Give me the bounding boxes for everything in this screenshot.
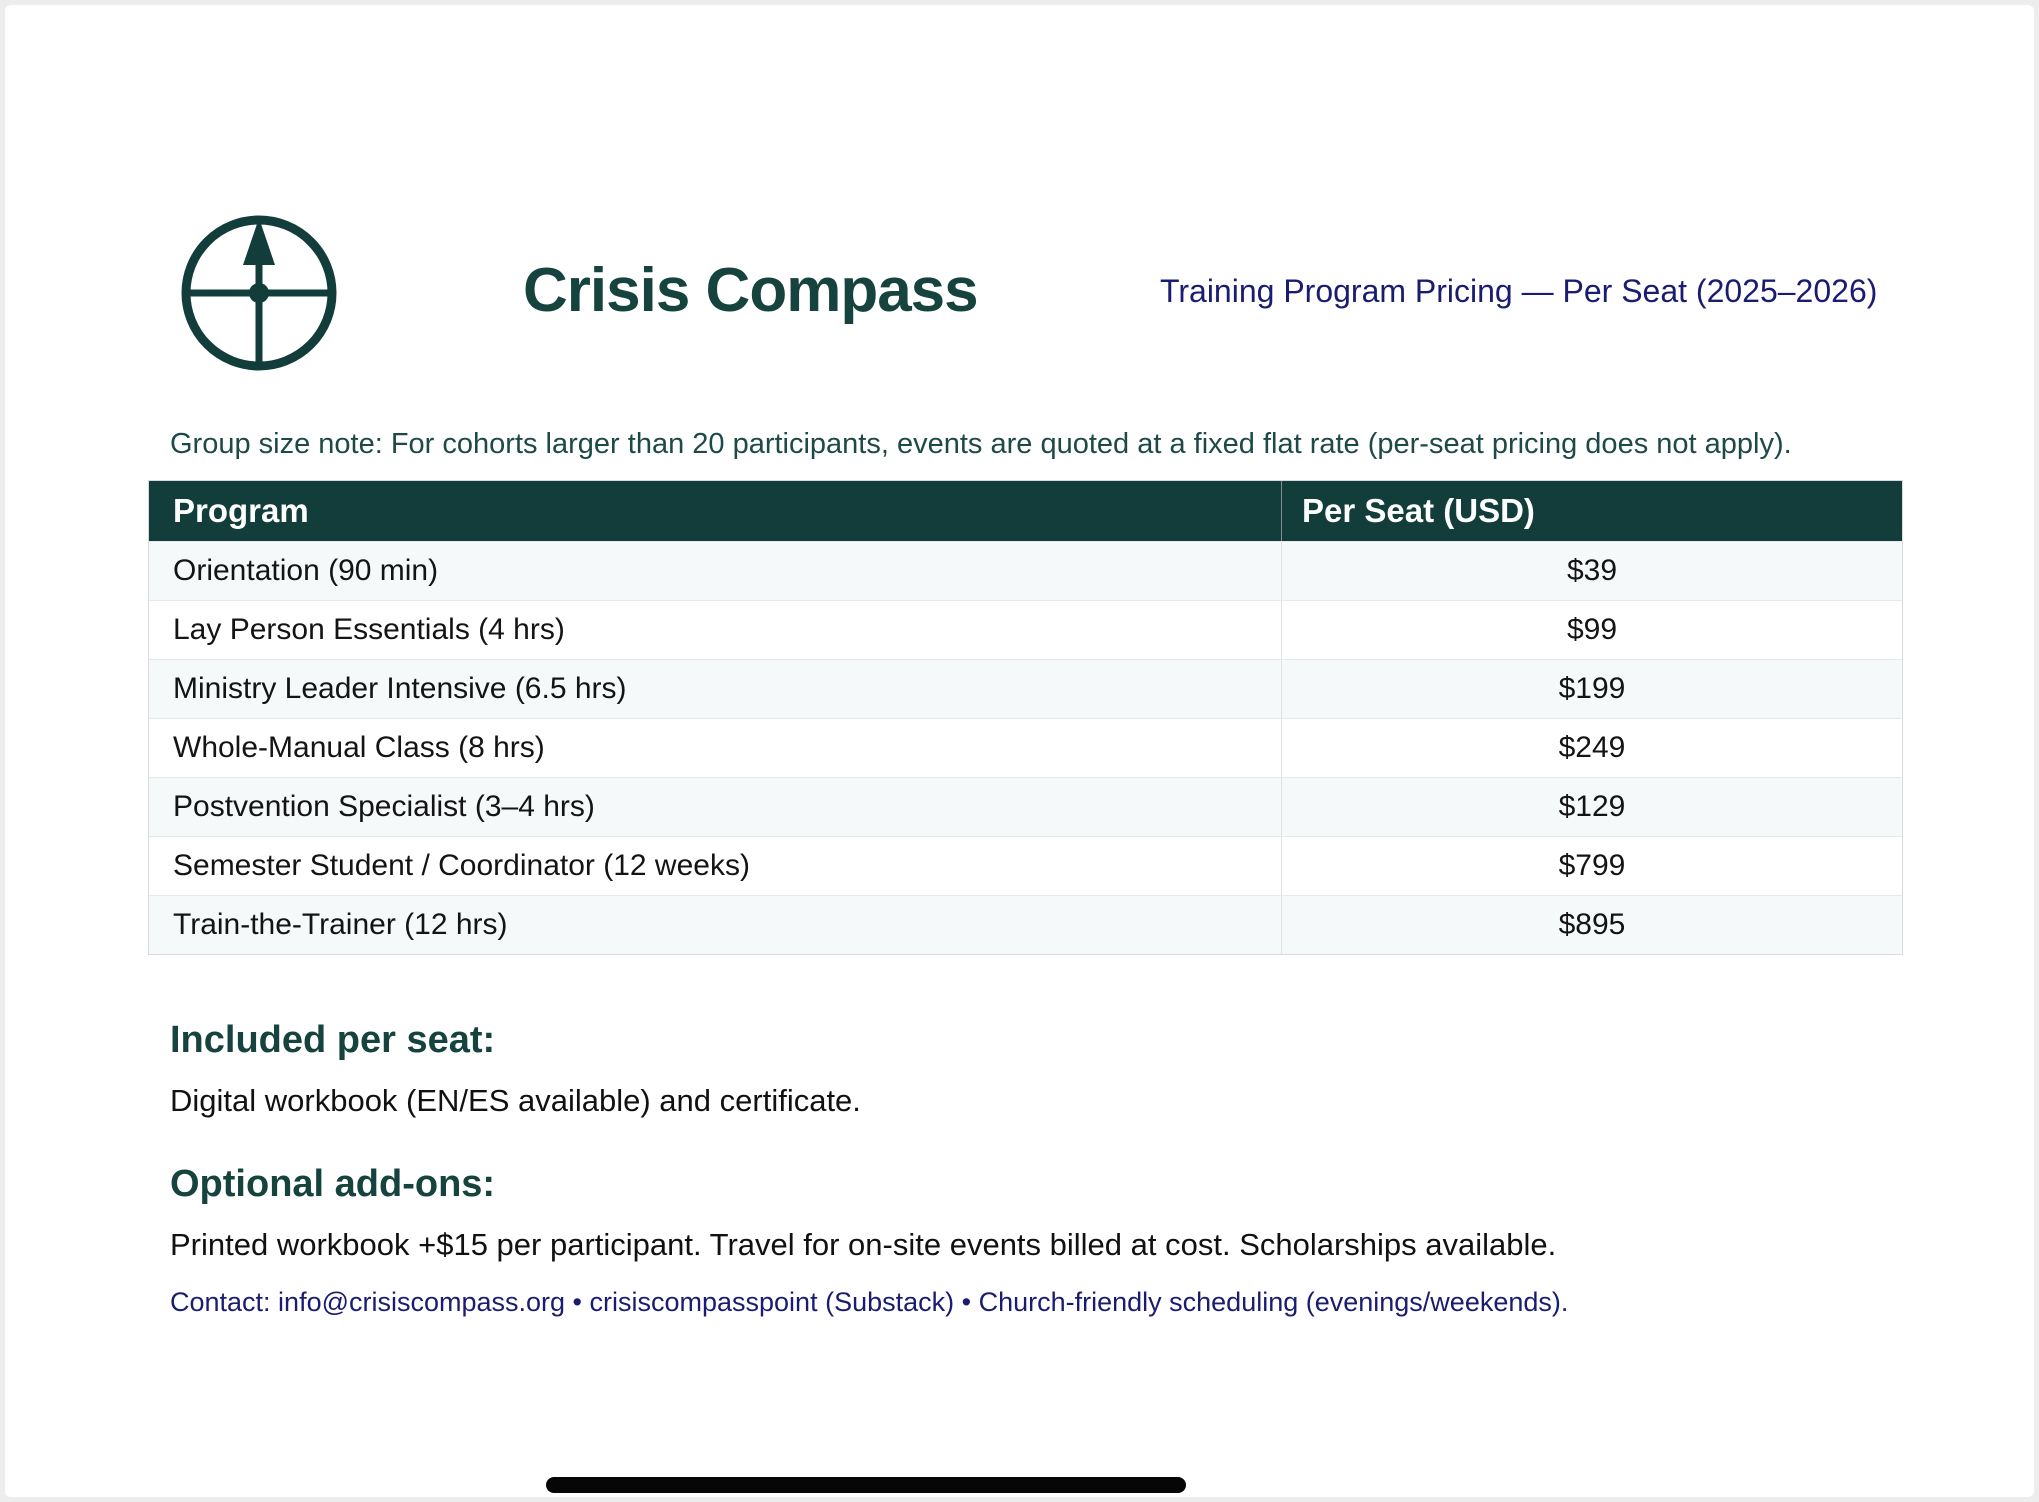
table-row: Orientation (90 min) $39: [149, 541, 1902, 600]
table-row: Ministry Leader Intensive (6.5 hrs) $199: [149, 659, 1902, 718]
included-heading: Included per seat:: [170, 1019, 496, 1061]
table-row: Postvention Specialist (3–4 hrs) $129: [149, 777, 1902, 836]
home-indicator-handle[interactable]: [546, 1477, 1186, 1493]
included-body: Digital workbook (EN/ES available) and c…: [170, 1083, 861, 1118]
table-header-row: Program Per Seat (USD): [149, 481, 1902, 541]
program-cell: Lay Person Essentials (4 hrs): [173, 613, 565, 646]
column-header-program: Program: [173, 492, 309, 529]
group-size-note: Group size note: For cohorts larger than…: [170, 428, 1792, 460]
pricing-table: Program Per Seat (USD) Orientation (90 m…: [148, 480, 1903, 955]
addons-heading: Optional add-ons:: [170, 1163, 496, 1205]
compass-crosshair-icon: [180, 203, 338, 371]
program-cell: Postvention Specialist (3–4 hrs): [173, 790, 595, 823]
program-cell: Whole-Manual Class (8 hrs): [173, 731, 545, 764]
addons-body: Printed workbook +$15 per participant. T…: [170, 1227, 1557, 1262]
price-cell: $39: [1281, 542, 1902, 600]
document-page: Crisis Compass Training Program Pricing …: [5, 5, 2034, 1497]
program-cell: Semester Student / Coordinator (12 weeks…: [173, 849, 750, 882]
price-cell: $895: [1281, 896, 1902, 954]
table-row: Whole-Manual Class (8 hrs) $249: [149, 718, 1902, 777]
price-cell: $99: [1281, 601, 1902, 659]
page-title: Crisis Compass: [523, 256, 979, 325]
price-cell: $799: [1281, 837, 1902, 895]
page-subtitle: Training Program Pricing — Per Seat (202…: [1160, 273, 1878, 309]
table-row: Lay Person Essentials (4 hrs) $99: [149, 600, 1902, 659]
price-cell: $249: [1281, 719, 1902, 777]
price-cell: $129: [1281, 778, 1902, 836]
contact-line: Contact: info@crisiscompass.org • crisis…: [170, 1287, 1569, 1317]
program-cell: Ministry Leader Intensive (6.5 hrs): [173, 672, 627, 705]
column-header-per-seat: Per Seat (USD): [1281, 481, 1902, 541]
program-cell: Orientation (90 min): [173, 554, 439, 587]
price-cell: $199: [1281, 660, 1902, 718]
table-row: Train-the-Trainer (12 hrs) $895: [149, 895, 1902, 954]
table-row: Semester Student / Coordinator (12 weeks…: [149, 836, 1902, 895]
program-cell: Train-the-Trainer (12 hrs): [173, 908, 508, 941]
